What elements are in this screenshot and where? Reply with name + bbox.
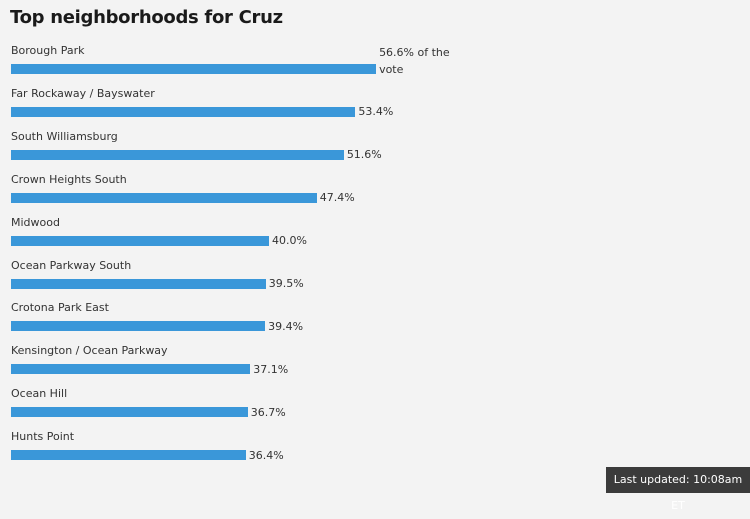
value-label: 47.4% [319,191,355,205]
category-label: Far Rockaway / Bayswater [11,86,155,100]
bar [11,106,356,117]
value-label: 39.5% [268,277,304,290]
bar [11,450,246,461]
value-label: 39.4% [268,319,304,333]
value-label: 51.6% [346,148,382,162]
category-label: South Williamsburg [11,129,118,143]
category-label: Crown Heights South [11,172,127,186]
bar [11,235,269,246]
bar [11,64,377,74]
value-label: 40.0% [272,234,307,248]
bar [11,364,251,375]
bar [11,192,317,203]
category-label: Ocean Parkway South [11,258,132,272]
value-label: 36.4% [248,448,284,462]
chart-title: Top neighborhoods for Cruz [10,7,283,28]
value-label: 37.1% [253,362,289,376]
page: {"chart_data": {"type": "bar", "orientat… [10,7,750,512]
category-label: Kensington / Ocean Parkway [11,344,168,358]
bar [11,149,344,160]
category-label: Ocean Hill [11,387,68,401]
value-label: 36.7% [250,405,286,419]
last-updated: Last updated: 10:08am ET [606,467,750,512]
value-label: 53.4% [358,105,394,119]
bar [11,407,248,418]
category-label: Hunts Point [11,430,75,444]
bar [11,321,266,332]
category-label: Crotona Park East [11,301,109,315]
value-label: 56.6% of the vote [379,45,450,76]
category-label: Borough Park [11,44,85,57]
bar [11,278,266,289]
chart: Top neighborhoods for Cruz Borough Park 5… [10,7,450,462]
category-label: Midwood [11,215,60,229]
